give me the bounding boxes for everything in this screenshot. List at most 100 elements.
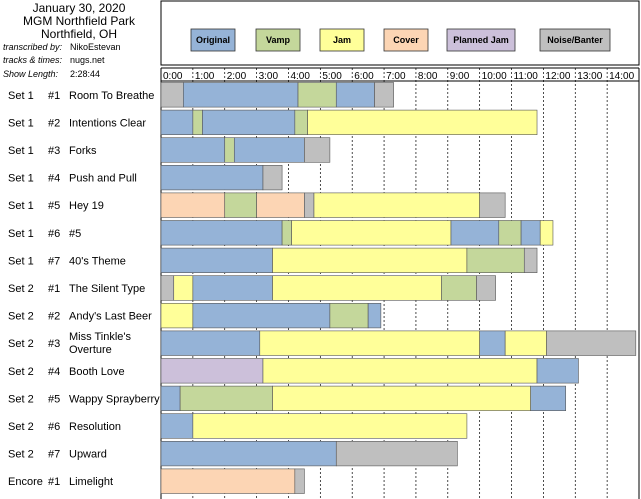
song-set: Encore xyxy=(8,476,43,488)
song-row: Set 2 #3 Miss Tinkle's Overture xyxy=(8,330,637,356)
song-set: Set 1 xyxy=(8,90,34,102)
segment-bar xyxy=(160,275,175,301)
song-title: Resolution xyxy=(69,421,121,433)
segment-bar xyxy=(272,385,531,412)
segment-bar xyxy=(160,413,194,439)
segment-bar xyxy=(202,109,296,135)
segment-bar xyxy=(329,302,369,329)
legend-label: Cover xyxy=(393,35,419,45)
x-tick-label: 14:00 xyxy=(609,71,634,82)
legend-label: Noise/Banter xyxy=(547,35,603,45)
x-tick-label: 2:00 xyxy=(227,71,247,82)
song-number: #4 xyxy=(48,366,60,378)
show-city: Northfield, OH xyxy=(40,27,118,41)
segment-bar xyxy=(291,220,452,246)
segment-bar xyxy=(224,192,257,218)
segment-bar xyxy=(441,275,477,301)
transcribed-value: NikoEstevan xyxy=(70,42,121,52)
x-tick-label: 11:00 xyxy=(514,71,539,82)
segment-bar xyxy=(160,192,226,218)
segment-bar xyxy=(272,247,468,274)
segment-bar xyxy=(160,220,283,246)
x-tick-label: 1:00 xyxy=(195,71,215,82)
segment-bar xyxy=(466,247,525,274)
song-title: Andy's Last Beer xyxy=(69,311,152,323)
segment-bar xyxy=(192,109,203,135)
segment-bar xyxy=(304,137,331,163)
segment-bar xyxy=(224,137,235,163)
song-number: #1 xyxy=(48,90,60,102)
segment-bar xyxy=(259,330,480,356)
legend-swatch xyxy=(255,28,301,52)
song-set: Set 1 xyxy=(8,255,34,267)
song-row: Set 2 #2 Andy's Last Beer xyxy=(8,302,382,329)
song-title: The Silent Type xyxy=(69,283,145,295)
segment-bar xyxy=(281,220,292,246)
show-venue: MGM Northfield Park xyxy=(22,14,136,28)
segment-bar xyxy=(479,192,506,218)
segment-bar xyxy=(335,82,375,108)
x-tick-label: 7:00 xyxy=(386,71,406,82)
segment-bar xyxy=(160,109,194,135)
song-set: Set 1 xyxy=(8,228,34,240)
length-label: Show Length: xyxy=(3,69,59,79)
song-title: Limelight xyxy=(69,476,113,488)
segment-bar xyxy=(297,82,337,108)
song-number: #2 xyxy=(48,311,60,323)
legend-label: Jam xyxy=(333,35,351,45)
song-title: Wappy Sprayberry xyxy=(69,393,160,405)
segment-bar xyxy=(536,358,579,384)
song-title: 40's Theme xyxy=(69,255,126,267)
segment-bar xyxy=(294,468,305,494)
segment-bar xyxy=(160,358,264,384)
song-number: #7 xyxy=(48,449,60,461)
segment-bar xyxy=(504,330,547,356)
legend-label: Planned Jam xyxy=(453,35,509,45)
segment-bar xyxy=(233,137,305,163)
song-title: Miss Tinkle's Overture xyxy=(69,331,131,356)
segment-bar xyxy=(304,192,315,218)
song-number: #5 xyxy=(48,393,60,405)
song-title: Hey 19 xyxy=(69,200,104,212)
song-set: Set 2 xyxy=(8,338,34,350)
segment-bar xyxy=(450,220,500,246)
legend-swatch xyxy=(190,28,236,52)
segment-bar xyxy=(160,82,184,108)
x-tick-label: 10:00 xyxy=(482,71,507,82)
song-title: Push and Pull xyxy=(69,173,137,185)
segment-bar xyxy=(192,302,331,329)
segment-bar xyxy=(179,385,273,412)
song-title: Forks xyxy=(69,145,97,157)
song-number: #1 xyxy=(48,476,60,488)
legend-label: Vamp xyxy=(266,35,291,45)
song-row: Set 1 #2 Intentions Clear xyxy=(8,109,538,135)
song-set: Set 2 xyxy=(8,393,34,405)
segment-bar xyxy=(160,137,226,163)
length-value: 2:28:44 xyxy=(70,69,101,79)
segment-bar xyxy=(160,247,273,274)
x-tick-label: 9:00 xyxy=(450,71,470,82)
song-set: Set 2 xyxy=(8,449,34,461)
segment-bar xyxy=(313,192,480,218)
show-info: January 30, 2020 MGM Northfield Park Nor… xyxy=(0,0,158,79)
song-title: Intentions Clear xyxy=(69,117,146,129)
song-row: Set 1 #4 Push and Pull xyxy=(8,165,283,191)
song-title: Booth Love xyxy=(69,366,125,378)
song-number: #4 xyxy=(48,173,60,185)
x-tick-label: 12:00 xyxy=(545,71,570,82)
song-row: Set 1 #3 Forks xyxy=(8,137,331,163)
song-number: #1 xyxy=(48,283,60,295)
segment-bar xyxy=(160,165,264,191)
x-tick-label: 8:00 xyxy=(418,71,438,82)
segment-bar xyxy=(173,275,194,301)
segment-bar xyxy=(374,82,394,108)
song-title: #5 xyxy=(69,228,81,240)
song-set: Set 2 xyxy=(8,366,34,378)
legend-label: Original xyxy=(196,35,230,45)
song-set: Set 1 xyxy=(8,200,34,212)
segment-bar xyxy=(498,220,522,246)
segment-bar xyxy=(520,220,541,246)
x-tick-label: 4:00 xyxy=(290,71,310,82)
segment-bar xyxy=(539,220,554,246)
